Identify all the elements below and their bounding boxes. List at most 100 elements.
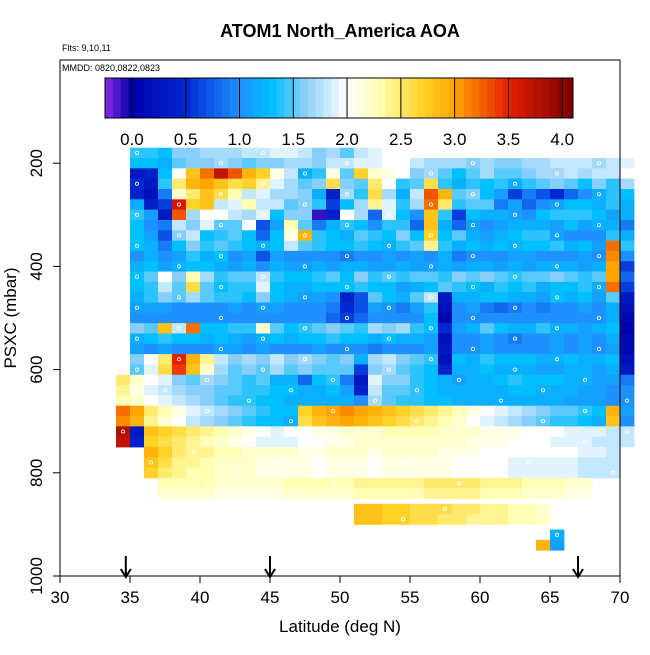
heatmap-cell bbox=[396, 209, 411, 221]
colorbar-swatch bbox=[261, 78, 270, 118]
heatmap-cell bbox=[606, 168, 621, 180]
heatmap-cell bbox=[438, 364, 453, 376]
heatmap-cell bbox=[200, 467, 215, 479]
heatmap-cell bbox=[256, 457, 271, 469]
heatmap-cell bbox=[564, 395, 579, 407]
heatmap-cell bbox=[242, 240, 257, 252]
heatmap-cell bbox=[130, 147, 145, 159]
heatmap-cell bbox=[284, 281, 299, 293]
heatmap-cell bbox=[242, 447, 257, 458]
colorbar-tick-label: 1.5 bbox=[281, 130, 305, 149]
heatmap-cell bbox=[256, 416, 271, 427]
heatmap-cell bbox=[200, 436, 215, 448]
heatmap-cell bbox=[340, 240, 355, 252]
heatmap-cell bbox=[438, 457, 453, 469]
heatmap-cell bbox=[550, 230, 565, 241]
sample-marker bbox=[597, 284, 602, 289]
heatmap-cell bbox=[298, 405, 313, 417]
heatmap-cell bbox=[550, 219, 565, 231]
sample-marker bbox=[555, 326, 560, 331]
heatmap-cell bbox=[522, 199, 537, 211]
heatmap-cell bbox=[284, 292, 299, 303]
colorbar-tick-label: 3.5 bbox=[497, 130, 521, 149]
heatmap-cell bbox=[382, 312, 397, 324]
heatmap-cell bbox=[522, 416, 537, 427]
heatmap-cell bbox=[172, 447, 187, 458]
heatmap-cell bbox=[158, 189, 173, 200]
heatmap-cell bbox=[606, 250, 621, 262]
heatmap-cell bbox=[536, 477, 551, 489]
heatmap-cell bbox=[242, 374, 257, 386]
heatmap-cell bbox=[186, 168, 201, 180]
heatmap-cell bbox=[592, 281, 607, 293]
heatmap-cell bbox=[620, 168, 635, 180]
heatmap-cell bbox=[340, 416, 355, 427]
heatmap-cell bbox=[186, 467, 201, 479]
heatmap-cell bbox=[256, 189, 271, 200]
colorbar-swatch bbox=[253, 78, 262, 118]
heatmap-cell bbox=[564, 467, 579, 479]
heatmap-cell bbox=[564, 343, 579, 355]
heatmap-cell bbox=[620, 292, 635, 303]
heatmap-cell bbox=[256, 261, 271, 272]
heatmap-cell bbox=[326, 385, 341, 396]
heatmap-cell bbox=[452, 343, 467, 355]
heatmap-cell bbox=[438, 405, 453, 417]
sample-marker bbox=[246, 429, 251, 434]
sample-marker bbox=[470, 223, 475, 228]
heatmap-cell bbox=[410, 189, 425, 200]
flight-arrows bbox=[119, 556, 584, 579]
heatmap-cell bbox=[606, 333, 621, 345]
heatmap-cell bbox=[438, 250, 453, 262]
colorbar-swatch bbox=[557, 78, 566, 118]
colorbar-tick-label: 1.0 bbox=[228, 130, 252, 149]
heatmap-cell bbox=[424, 343, 439, 355]
colorbar-swatch bbox=[315, 78, 324, 118]
heatmap-cell bbox=[410, 343, 425, 355]
heatmap-cell bbox=[466, 312, 481, 324]
heatmap-cell bbox=[242, 333, 257, 345]
colorbar-swatch bbox=[370, 78, 379, 118]
colorbar-swatch bbox=[385, 78, 395, 118]
heatmap-cell bbox=[396, 250, 411, 262]
heatmap-cell bbox=[424, 292, 439, 303]
heatmap-cell bbox=[130, 333, 145, 345]
x-tick-label: 45 bbox=[261, 588, 280, 607]
heatmap-cell bbox=[452, 199, 467, 211]
heatmap-cell bbox=[564, 374, 579, 386]
heatmap-cell bbox=[326, 281, 341, 293]
heatmap-cell bbox=[382, 385, 397, 396]
heatmap-cell bbox=[382, 426, 397, 438]
heatmap-cell bbox=[242, 219, 257, 231]
heatmap-cell bbox=[452, 488, 467, 499]
heatmap-cell bbox=[466, 354, 481, 365]
heatmap-cell bbox=[214, 354, 229, 365]
heatmap-cell bbox=[606, 178, 621, 190]
heatmap-cell bbox=[480, 405, 495, 417]
heatmap-cell bbox=[382, 209, 397, 221]
heatmap-cell bbox=[144, 168, 159, 180]
heatmap-cell bbox=[592, 199, 607, 211]
heatmap-cell bbox=[242, 354, 257, 365]
heatmap-cell bbox=[298, 281, 313, 293]
sample-marker bbox=[597, 192, 602, 197]
heatmap-cell bbox=[158, 416, 173, 427]
heatmap-cell bbox=[312, 189, 327, 200]
heatmap-cell bbox=[312, 436, 327, 448]
heatmap-cell bbox=[312, 312, 327, 324]
heatmap-cell bbox=[354, 426, 369, 438]
heatmap-cell bbox=[256, 323, 271, 334]
heatmap-cell bbox=[592, 302, 607, 314]
heatmap-cell bbox=[564, 250, 579, 262]
heatmap-cell bbox=[270, 250, 285, 262]
heatmap-cell bbox=[214, 230, 229, 241]
heatmap-cell bbox=[620, 199, 635, 211]
heatmap-cell bbox=[340, 426, 355, 438]
heatmap-cell bbox=[494, 343, 509, 355]
heatmap-cell bbox=[564, 219, 579, 231]
heatmap-cell bbox=[522, 230, 537, 241]
sample-marker bbox=[414, 491, 419, 496]
heatmap-cell bbox=[200, 199, 215, 211]
heatmap-cell bbox=[466, 333, 481, 345]
